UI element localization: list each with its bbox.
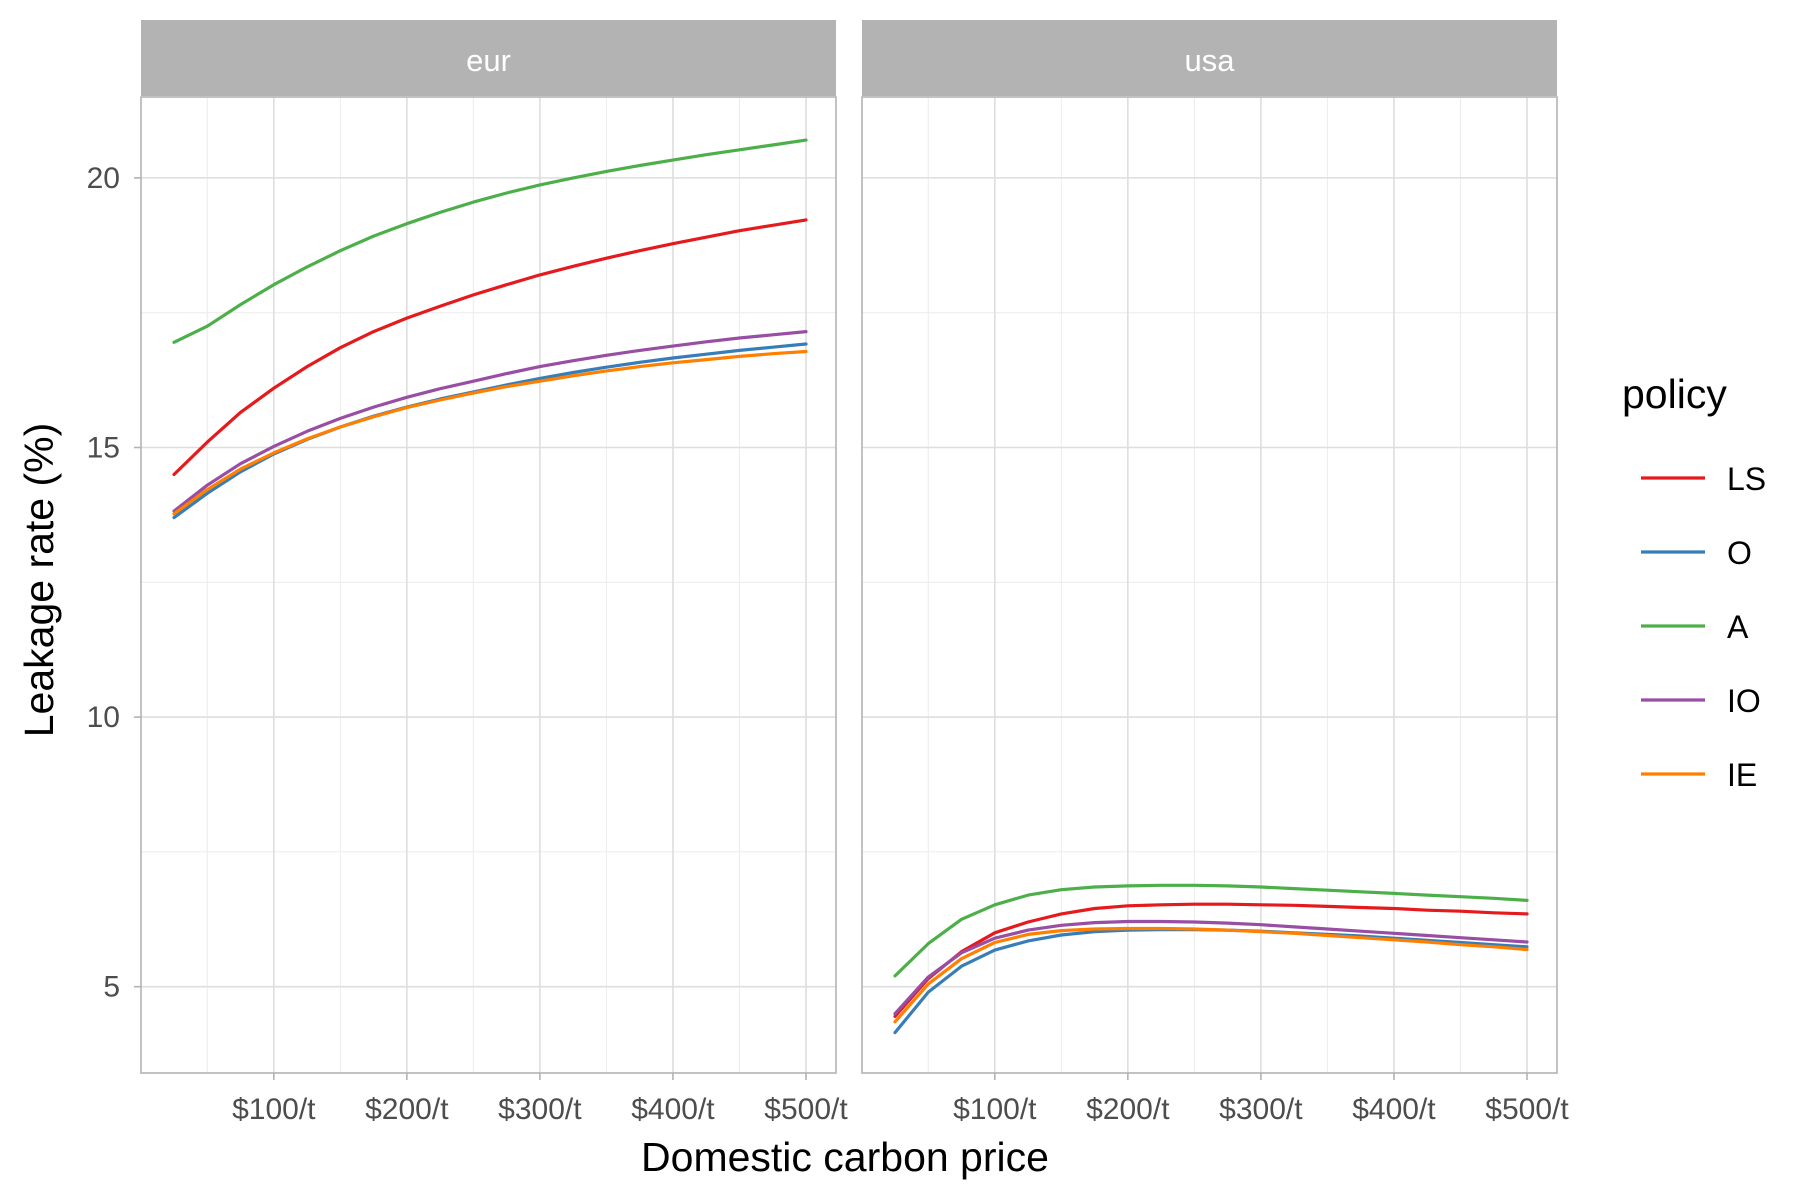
panel-background xyxy=(862,97,1557,1073)
legend-title: policy xyxy=(1622,371,1727,417)
x-tick-label: $200/t xyxy=(365,1093,449,1126)
facet-strip-label: usa xyxy=(1185,43,1236,78)
panel-border xyxy=(140,96,837,1074)
facet-strip xyxy=(862,20,1557,96)
legend-label: LS xyxy=(1727,461,1766,497)
legend-item-ie: IE xyxy=(1641,757,1757,793)
x-tick-label: $100/t xyxy=(953,1093,1037,1126)
legend-label: O xyxy=(1727,535,1752,571)
legend-label: IE xyxy=(1727,757,1757,793)
facet-strip xyxy=(141,20,836,96)
legend: policy LS O A IO IE xyxy=(1622,371,1766,793)
x-axis-title: Domestic carbon price xyxy=(641,1134,1049,1180)
facet-strip-label: eur xyxy=(466,43,511,78)
series-line-ls xyxy=(893,902,1529,1019)
series-line-ls xyxy=(172,218,808,477)
x-tick-label: $400/t xyxy=(631,1093,715,1126)
y-tick-label: 20 xyxy=(87,162,120,195)
y-tick-label: 10 xyxy=(87,701,120,734)
legend-item-a: A xyxy=(1641,609,1749,645)
facet-eur: eur $100/t $200/t $300/t $400/t $500/t xyxy=(140,20,848,1126)
series-line-a xyxy=(893,883,1529,978)
series-line-ie xyxy=(893,926,1529,1024)
x-tick-label: $500/t xyxy=(1485,1093,1569,1126)
series-line-ie xyxy=(172,349,808,516)
legend-item-io: IO xyxy=(1641,683,1761,719)
facet-panels: eur $100/t $200/t $300/t $400/t $500/t usa $100… xyxy=(140,20,1569,1126)
y-tick-label: 15 xyxy=(87,431,120,464)
panel-border xyxy=(861,96,1558,1074)
series-line-io xyxy=(893,919,1529,1016)
legend-item-ls: LS xyxy=(1641,461,1766,497)
y-tick-label: 5 xyxy=(103,971,120,1004)
legend-item-o: O xyxy=(1641,535,1752,571)
series-line-a xyxy=(172,138,808,344)
x-tick-label: $400/t xyxy=(1352,1093,1436,1126)
y-axis-title: Leakage rate (%) xyxy=(16,423,62,738)
series-line-io xyxy=(172,330,808,513)
y-axis: 5 10 15 20 xyxy=(87,162,141,1004)
x-tick-label: $300/t xyxy=(1219,1093,1303,1126)
x-tick-label: $300/t xyxy=(498,1093,582,1126)
x-tick-label: $200/t xyxy=(1086,1093,1170,1126)
panel-background xyxy=(141,97,836,1073)
facet-usa: usa $100/t $200/t $300/t $400/t $500/t xyxy=(861,20,1569,1126)
legend-label: A xyxy=(1727,609,1749,645)
x-tick-label: $500/t xyxy=(764,1093,848,1126)
legend-label: IO xyxy=(1727,683,1761,719)
x-tick-label: $100/t xyxy=(232,1093,316,1126)
